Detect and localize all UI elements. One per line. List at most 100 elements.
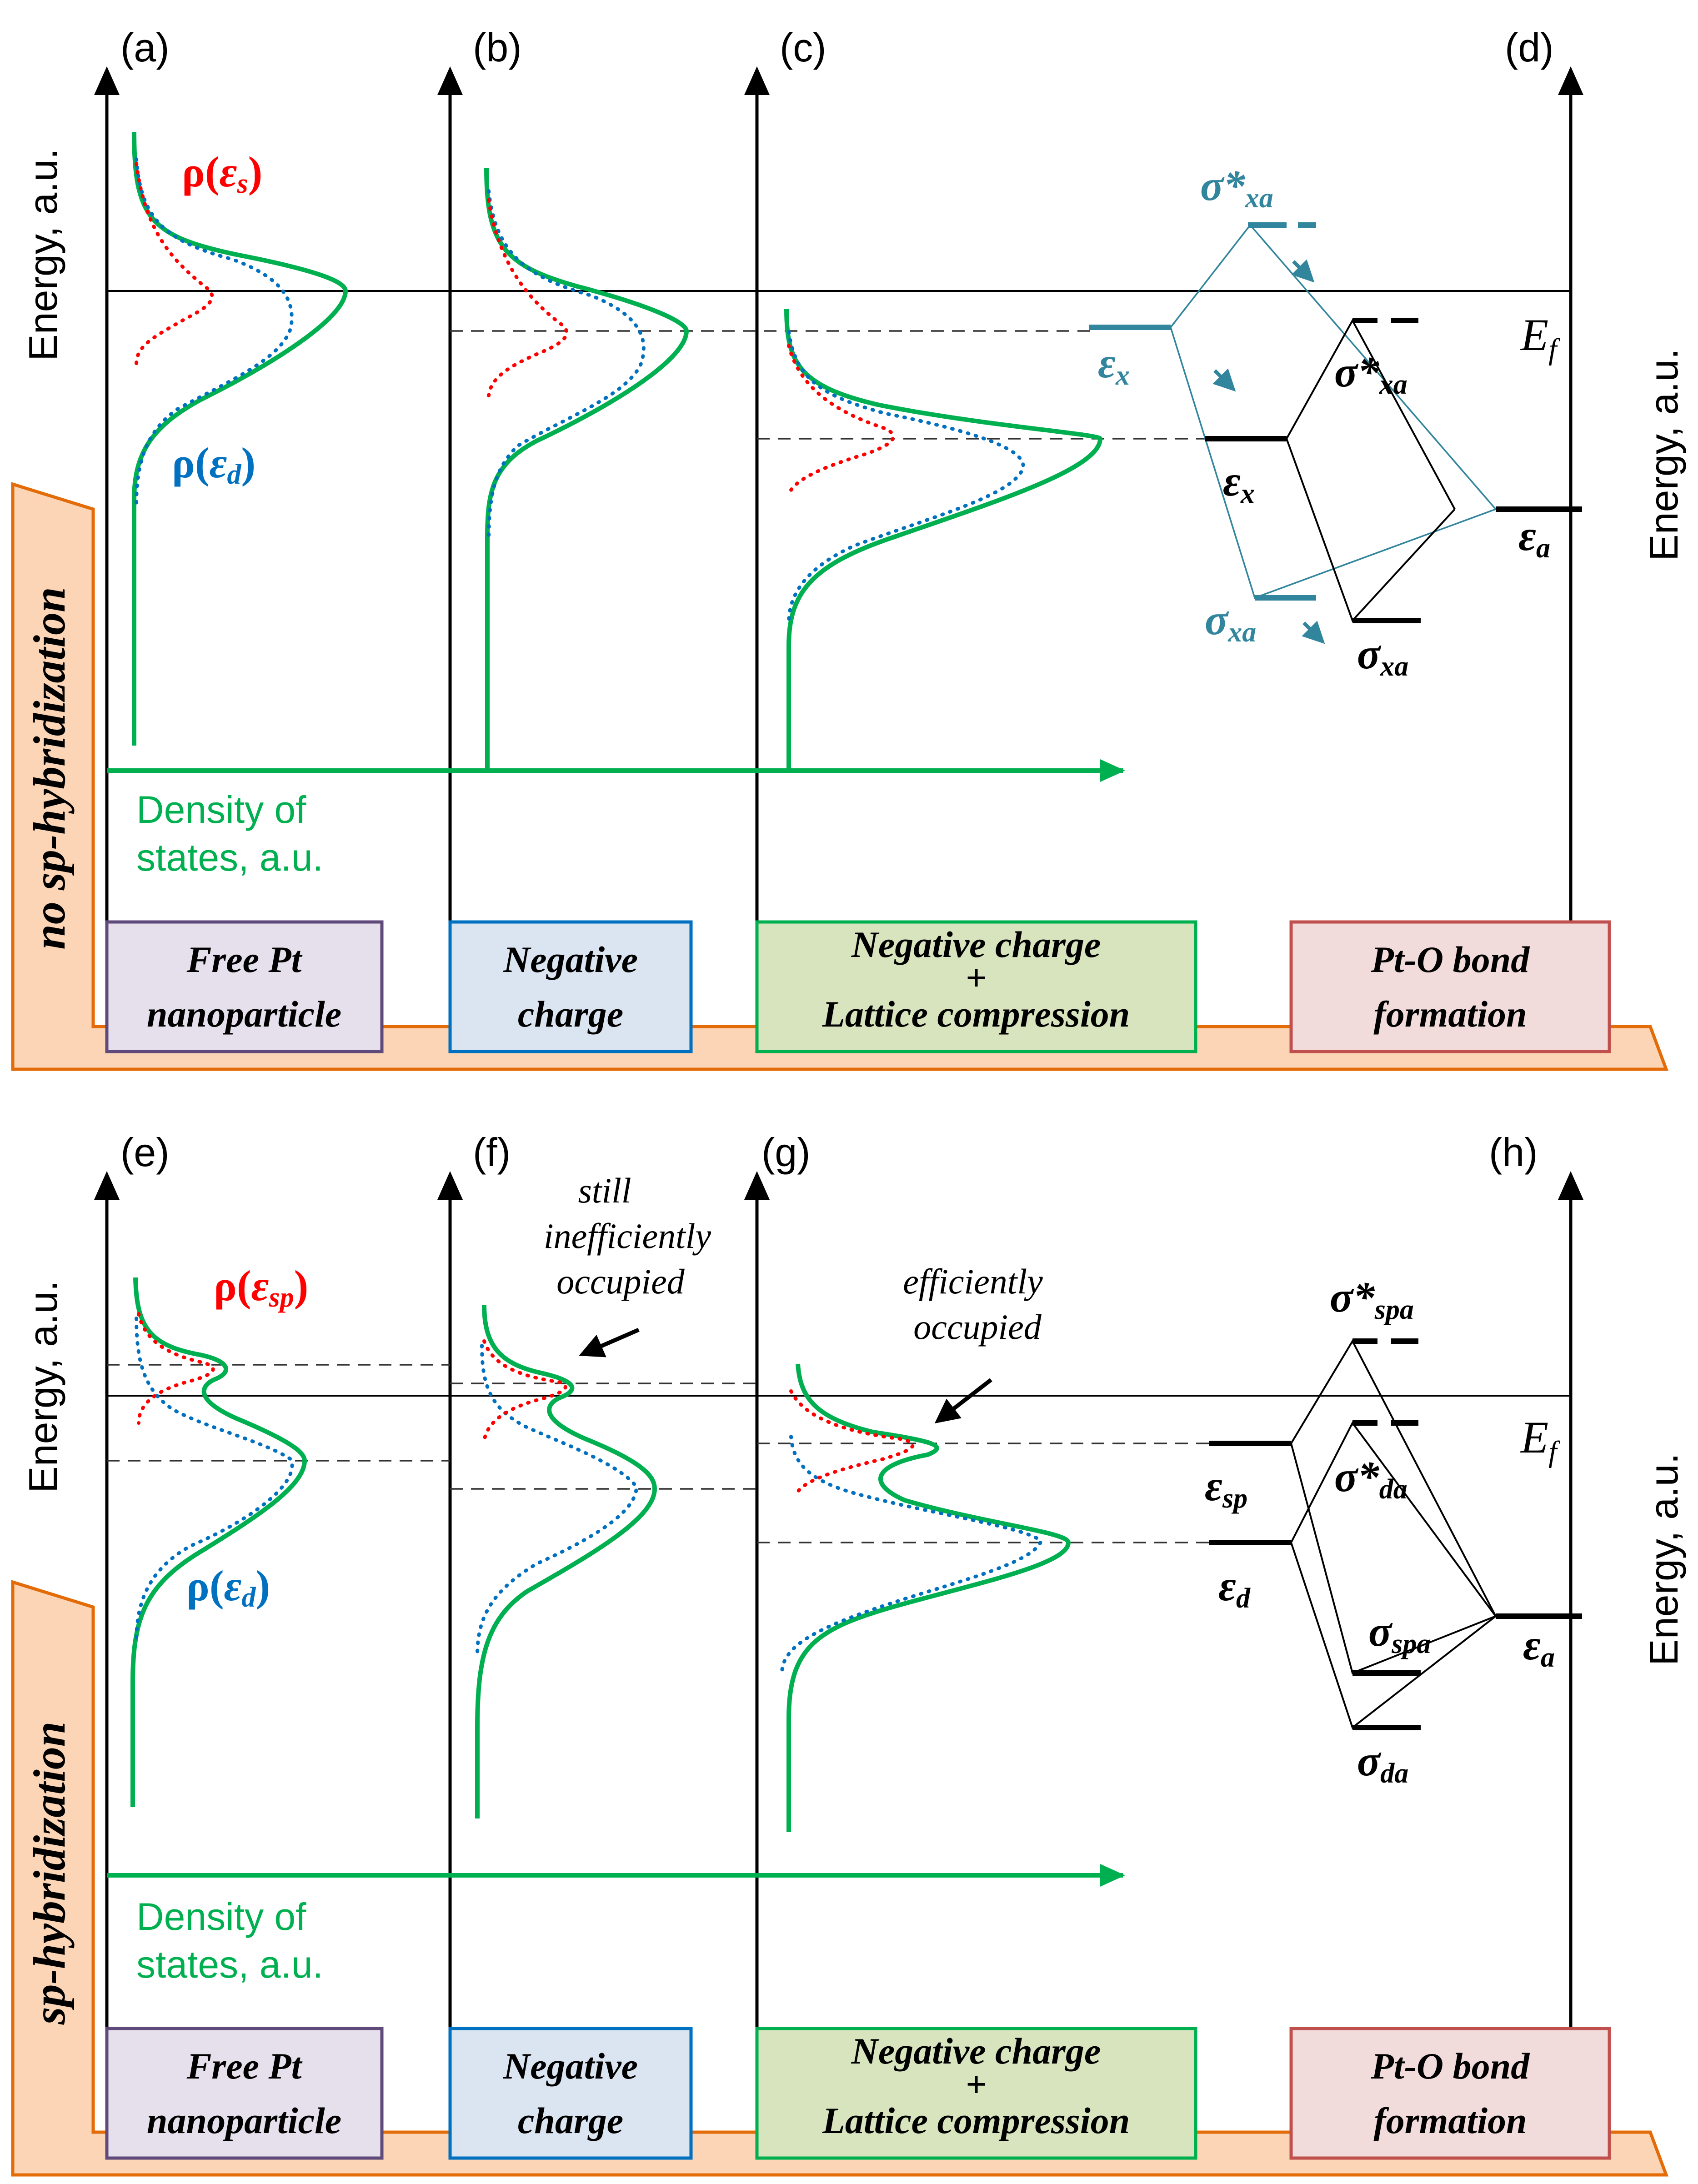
shift-arrow-2 bbox=[1212, 368, 1236, 392]
energy-label-bottom-right: Energy, a.u. bbox=[1641, 1453, 1686, 1666]
rho-d-close: ) bbox=[241, 439, 255, 487]
lbl-ea-main: ε bbox=[1518, 511, 1536, 560]
fermi-top-sub: f bbox=[1548, 333, 1560, 366]
rho-s-rho: ρ( bbox=[182, 148, 219, 196]
fermi-bottom-main: E bbox=[1520, 1412, 1548, 1463]
annot-f-l2: inefficiently bbox=[544, 1216, 711, 1256]
label-sigma-da: σda bbox=[1357, 1737, 1408, 1789]
annot-f-arrow bbox=[579, 1327, 640, 1357]
side-banner-top bbox=[11, 482, 1669, 1071]
box-neg-top bbox=[448, 920, 693, 1053]
teal-connector-1 bbox=[1170, 224, 1497, 510]
rho-d2-eps: ε bbox=[224, 1562, 241, 1610]
side-banner-bottom bbox=[11, 1580, 1669, 2177]
lbl-ex-main: ε bbox=[1223, 457, 1241, 505]
box-free-pt-bottom-l2: nanoparticle bbox=[147, 2100, 341, 2141]
lbl-sssp-main: σ* bbox=[1330, 1273, 1375, 1321]
dos-red-c bbox=[787, 344, 895, 497]
lbl-sst-main: σ* bbox=[1200, 161, 1245, 210]
dos-blue-f bbox=[476, 1344, 639, 1657]
rho-sp-eps: ε bbox=[251, 1262, 269, 1310]
box-pto-top-l1: Pt-O bond bbox=[1371, 939, 1530, 980]
label-sigma-star-spa: σ*spa bbox=[1330, 1273, 1414, 1325]
label-sigma-star-da: σ*da bbox=[1334, 1453, 1407, 1505]
lbl-sda-sub: da bbox=[1380, 1758, 1408, 1789]
rho-sp-rho: ρ( bbox=[214, 1262, 251, 1310]
panel-label-h: (h) bbox=[1489, 1130, 1538, 1175]
panel-label-e: (e) bbox=[120, 1130, 170, 1175]
energy-label-bottom-left: Energy, a.u. bbox=[20, 1280, 65, 1493]
dos-green-b bbox=[484, 168, 689, 768]
label-sigma-xa: σxa bbox=[1357, 630, 1408, 682]
rho-s-eps: ε bbox=[219, 148, 237, 196]
dos-red-f bbox=[482, 1339, 567, 1443]
rho-d-rho: ρ( bbox=[172, 439, 209, 487]
label-sigma-star-xa: σ*xa bbox=[1334, 348, 1407, 400]
panel-label-f: (f) bbox=[473, 1130, 511, 1175]
label-eps-sp: εsp bbox=[1205, 1462, 1247, 1514]
dos-label-bottom-1: Density of bbox=[136, 1895, 306, 1938]
box-neg-bottom-l1: Negative bbox=[503, 2045, 638, 2087]
dos-label-top-2: states, a.u. bbox=[136, 836, 323, 879]
lbl-ssx-sub: xa bbox=[1379, 369, 1407, 400]
lbl-ed-main: ε bbox=[1218, 1562, 1236, 1610]
dos-blue-g bbox=[780, 1435, 1043, 1675]
mo-diagram-top: σ*xa εx σxa εx σ*xa σxa εa bbox=[1089, 161, 1582, 682]
dos-green-e bbox=[130, 1277, 307, 1807]
fermi-label-bottom: Ef bbox=[1520, 1412, 1560, 1468]
label-eps-x-teal: εx bbox=[1098, 339, 1130, 391]
label-eps-a-bottom: εa bbox=[1523, 1621, 1555, 1673]
annot-g-arrow bbox=[934, 1378, 992, 1424]
box-free-pt-bottom bbox=[105, 2027, 384, 2160]
lbl-sxt-main: σ bbox=[1205, 596, 1229, 644]
annot-f-l1: still bbox=[578, 1171, 631, 1210]
box-neg-bottom-l2: charge bbox=[518, 2100, 623, 2141]
panel-label-b: (b) bbox=[473, 25, 522, 70]
lbl-sx-main: σ bbox=[1357, 630, 1382, 678]
dos-blue-b bbox=[487, 189, 646, 543]
rho-sp-close: ) bbox=[294, 1262, 309, 1310]
box-neg-lat-top-l1: Negative charge bbox=[851, 924, 1101, 965]
lbl-ssx-main: σ* bbox=[1334, 348, 1379, 396]
box-free-pt-top-l2: nanoparticle bbox=[147, 993, 341, 1035]
rho-s-sub: s bbox=[236, 168, 248, 199]
box-neg-lat-bottom-plus: + bbox=[966, 2064, 987, 2105]
lbl-ext-sub: x bbox=[1115, 360, 1130, 391]
dos-label-top-1: Density of bbox=[136, 788, 306, 831]
box-neg-bottom bbox=[448, 2027, 693, 2160]
box-neg-lat-bottom bbox=[755, 2027, 1197, 2160]
shift-arrow-3 bbox=[1302, 621, 1325, 644]
shift-arrow-1 bbox=[1291, 259, 1315, 283]
panel-label-d: (d) bbox=[1505, 25, 1554, 70]
dos-red-e bbox=[137, 1312, 215, 1425]
annot-f-l3: occupied bbox=[556, 1262, 685, 1301]
lbl-sst-sub: xa bbox=[1245, 183, 1273, 214]
lbl-ssda-sub: da bbox=[1379, 1474, 1407, 1505]
lbl-sx-sub: xa bbox=[1380, 651, 1408, 682]
fermi-bottom-sub: f bbox=[1548, 1435, 1560, 1468]
dos-red-a bbox=[135, 162, 214, 366]
energy-label-top-left: Energy, a.u. bbox=[20, 148, 65, 361]
box-free-pt-bottom-l1: Free Pt bbox=[186, 2045, 303, 2087]
fermi-top-main: E bbox=[1520, 310, 1548, 360]
box-pto-bottom bbox=[1289, 2027, 1611, 2160]
rho-d2-sub: d bbox=[241, 1582, 256, 1613]
dos-green-f bbox=[475, 1304, 657, 1818]
lbl-ssda-main: σ* bbox=[1334, 1453, 1379, 1501]
dos-red-g bbox=[789, 1389, 915, 1498]
label-sigma-star-xa-teal: σ*xa bbox=[1200, 161, 1273, 214]
rho-d-sub: d bbox=[227, 459, 241, 490]
fermi-label-top: Ef bbox=[1520, 310, 1560, 366]
box-free-pt-top-l1: Free Pt bbox=[186, 939, 303, 980]
panel-label-a: (a) bbox=[120, 25, 170, 70]
connector-d-star bbox=[1290, 1421, 1497, 1617]
box-neg-lat-bottom-l2: Lattice compression bbox=[822, 2100, 1130, 2141]
dos-red-b bbox=[487, 198, 569, 397]
top-section: no sp-hybridization (a) (b) (c) (d) Ener… bbox=[11, 25, 1686, 1071]
energy-label-top-right: Energy, a.u. bbox=[1641, 348, 1686, 561]
dos-label-bottom-2: states, a.u. bbox=[136, 1943, 323, 1986]
side-label-bottom: sp-hybridization bbox=[24, 1722, 75, 2025]
lbl-sspa-sub: spa bbox=[1391, 1628, 1431, 1659]
rho-s-close: ) bbox=[248, 148, 263, 196]
box-pto-bottom-l1: Pt-O bond bbox=[1371, 2045, 1530, 2087]
